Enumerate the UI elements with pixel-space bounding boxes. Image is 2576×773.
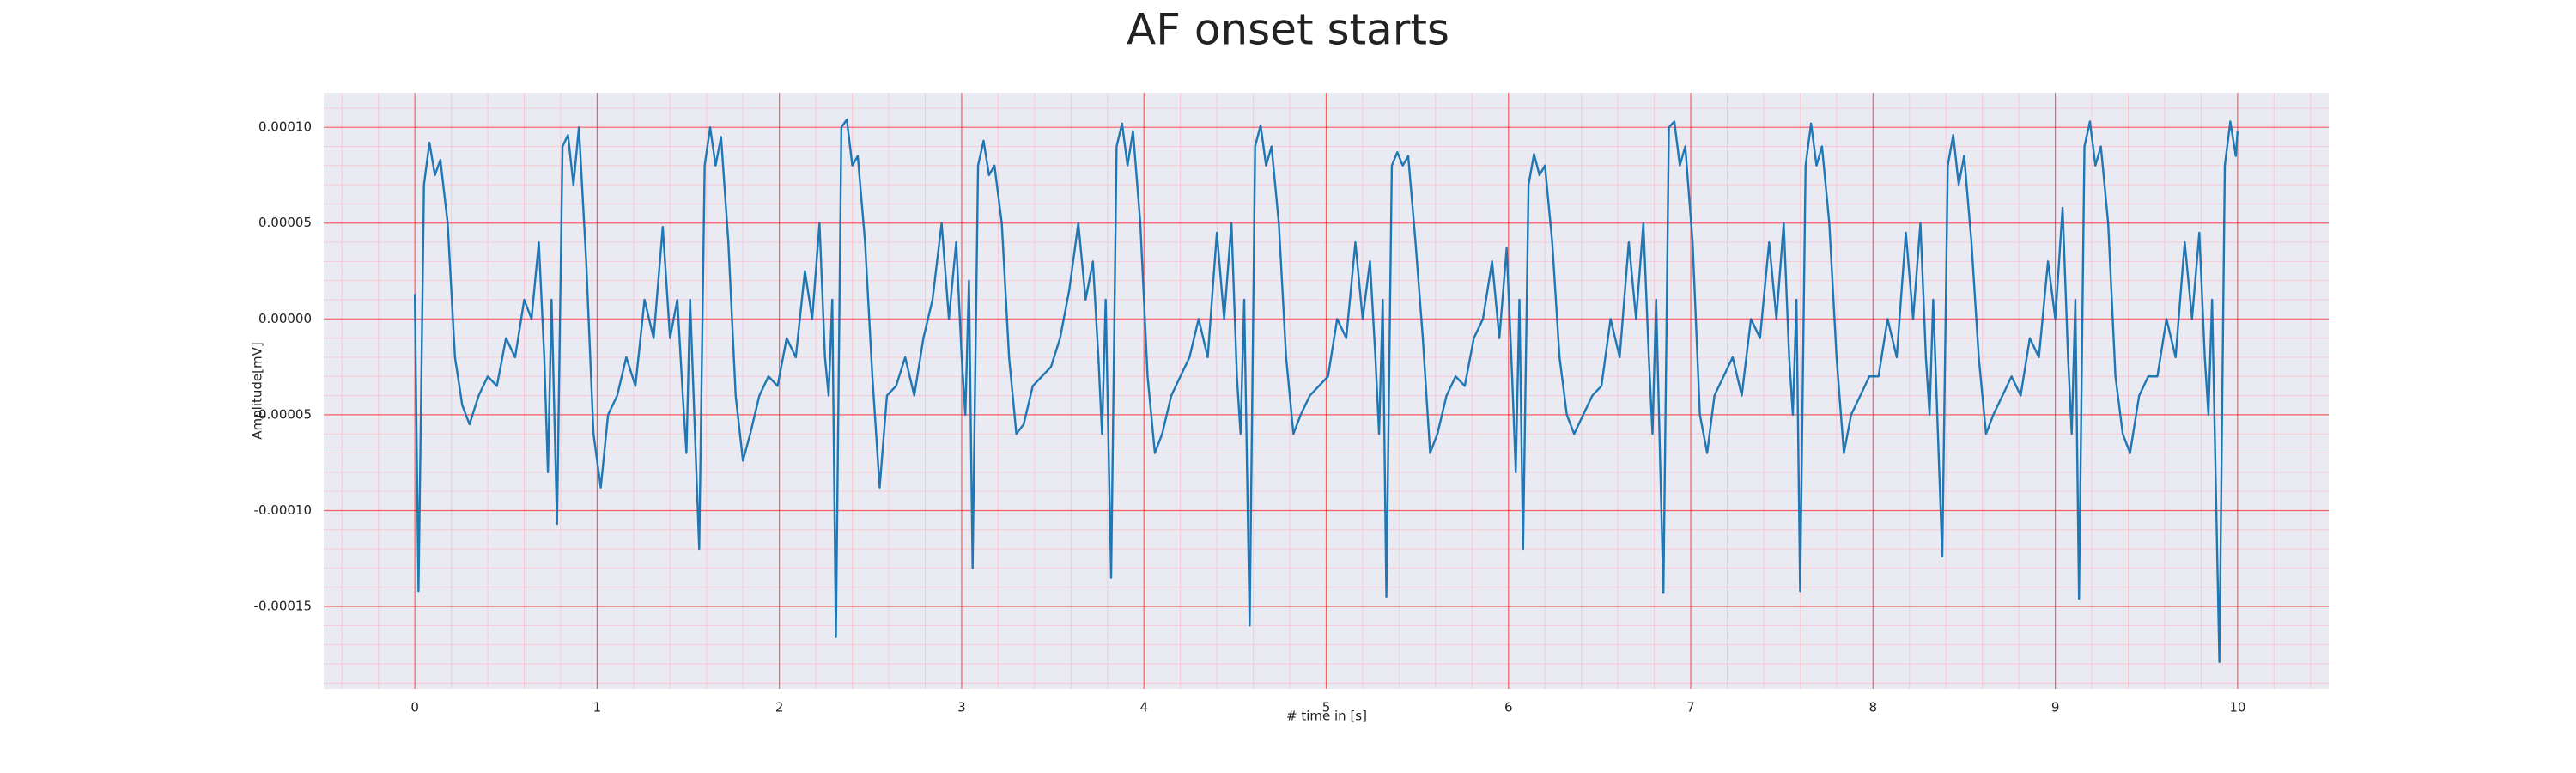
y-tick-label: -0.00015 [254, 599, 312, 614]
x-axis-label: # time in [s] [1286, 709, 1367, 724]
x-tick-label: 10 [2229, 700, 2245, 715]
x-tick-label: 3 [957, 700, 966, 715]
y-tick-label: -0.00010 [254, 502, 312, 518]
x-tick-label: 5 [1322, 700, 1331, 715]
x-tick-label: 1 [593, 700, 602, 715]
marks [413, 119, 2239, 663]
y-tick-label: -0.00005 [254, 406, 312, 422]
x-tick-label: 9 [2051, 700, 2060, 715]
y-axis-label: Amplitude[mV] [250, 342, 265, 439]
x-tick-label: 0 [410, 700, 419, 715]
y-tick-label: 0.00010 [258, 119, 312, 135]
x-tick-label: 8 [1869, 700, 1878, 715]
x-tick-label: 7 [1686, 700, 1695, 715]
y-tick-label: 0.00000 [258, 311, 312, 326]
y-tick-label: 0.00005 [258, 215, 312, 230]
chart-title: AF onset starts [1127, 5, 1449, 55]
x-tick-label: 2 [775, 700, 784, 715]
x-tick-label: 4 [1139, 700, 1148, 715]
x-tick-label: 6 [1504, 700, 1513, 715]
grid [324, 93, 2329, 689]
signal-line [413, 119, 2239, 663]
